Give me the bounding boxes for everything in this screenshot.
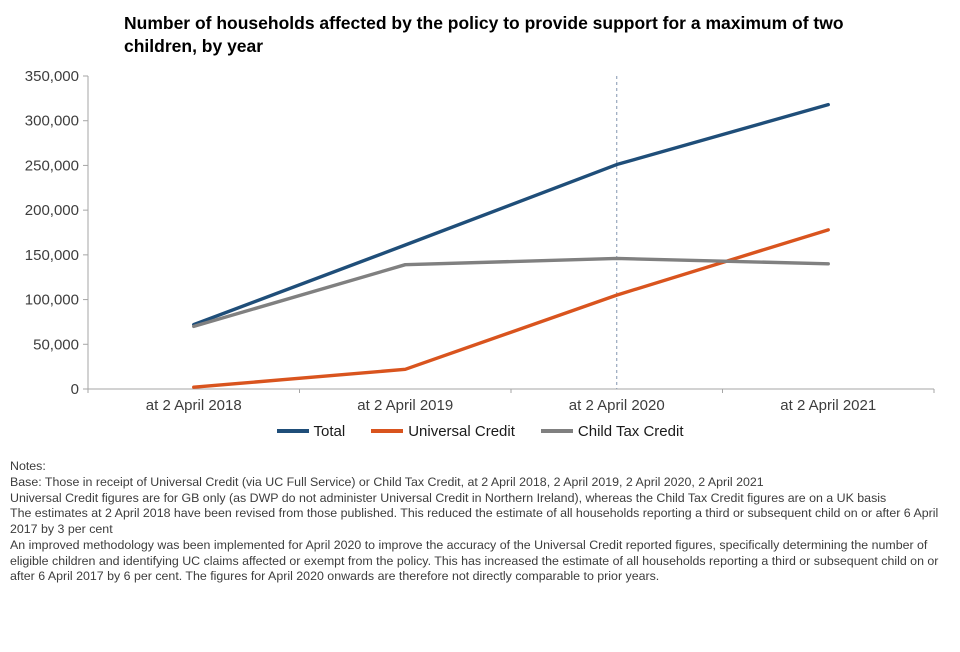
chart-title: Number of households affected by the pol… [124, 13, 844, 57]
legend-label: Universal Credit [408, 422, 515, 440]
chart-legend: Total Universal Credit Child Tax Credit [0, 419, 960, 443]
note-paragraph: Universal Credit figures are for GB only… [10, 490, 887, 505]
svg-text:350,000: 350,000 [25, 68, 79, 85]
svg-text:0: 0 [71, 381, 79, 398]
universal-credit-line-swatch-icon [371, 429, 404, 434]
svg-text:at 2 April 2019: at 2 April 2019 [357, 397, 453, 414]
svg-text:200,000: 200,000 [25, 202, 79, 219]
legend-item-universal-credit: Universal Credit [371, 423, 515, 440]
total-line-swatch-icon [276, 429, 309, 434]
note-paragraph: An improved methodology was been impleme… [10, 537, 939, 584]
legend-label: Child Tax Credit [577, 422, 684, 440]
svg-text:at 2 April 2018: at 2 April 2018 [146, 397, 242, 414]
legend-item-total: Total [276, 422, 346, 440]
svg-text:250,000: 250,000 [25, 158, 79, 175]
svg-text:300,000: 300,000 [25, 113, 79, 130]
svg-text:50,000: 50,000 [33, 336, 79, 353]
note-paragraph: The estimates at 2 April 2018 have been … [10, 506, 939, 537]
svg-text:150,000: 150,000 [25, 247, 79, 264]
notes-heading: Notes: [10, 459, 46, 474]
legend-item-child-tax-credit: Child Tax Credit [540, 422, 684, 440]
line-chart-svg: 0 50,000 100,000 150,000 200,000 250,000 300,0… [25, 68, 935, 414]
svg-text:100,000: 100,000 [25, 292, 79, 309]
svg-text:at 2 April 2020: at 2 April 2020 [569, 397, 665, 414]
note-paragraph: Base: Those in receipt of Universal Cred… [10, 474, 764, 489]
svg-text:at 2 April 2021: at 2 April 2021 [780, 397, 876, 414]
notes-section: Notes: Base: Those in receipt of Univers… [10, 459, 950, 585]
legend-label: Total [313, 422, 346, 440]
child-tax-credit-line-swatch-icon [540, 429, 573, 434]
chart-area: 0 50,000 100,000 150,000 200,000 250,000 300,0… [4, 62, 960, 419]
